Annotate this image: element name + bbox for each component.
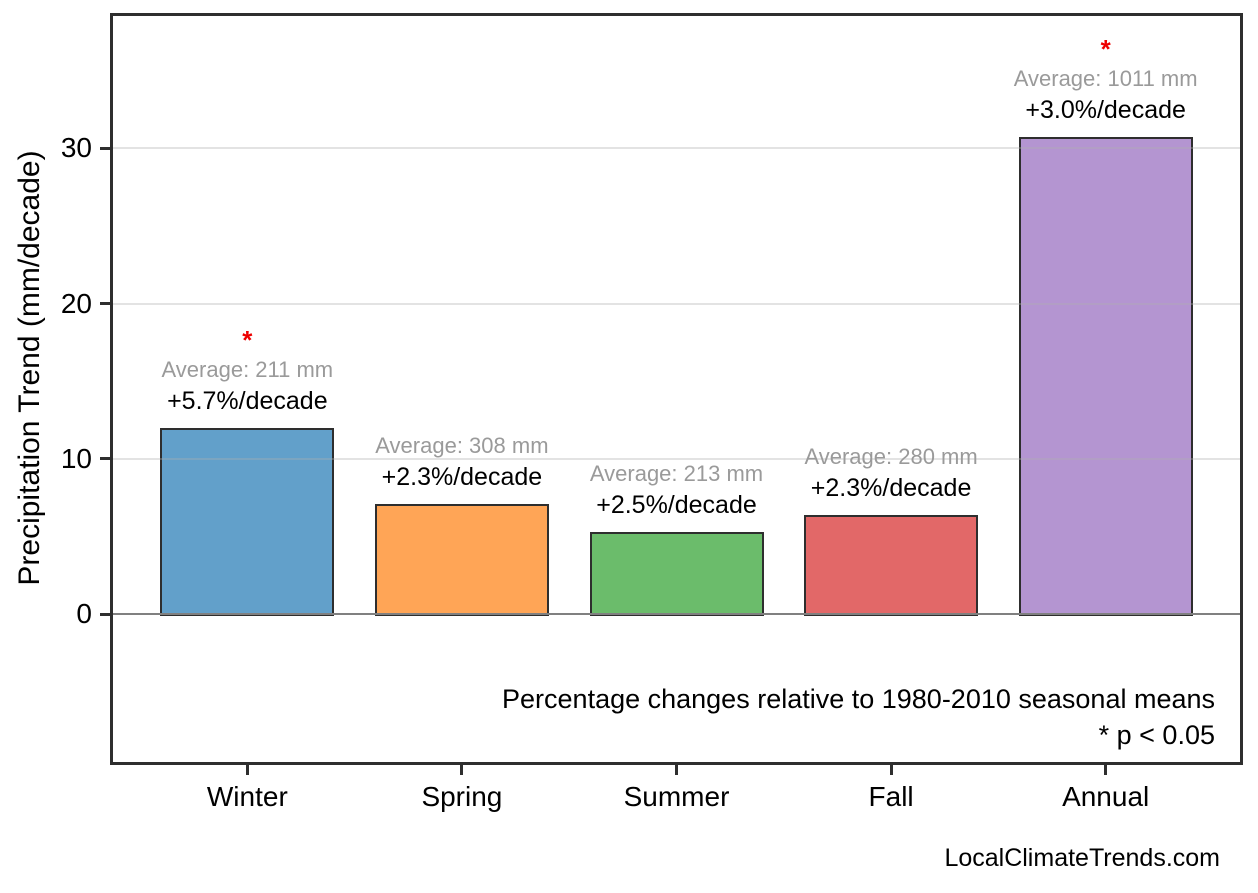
percent-label: +2.3%/decade (381, 462, 543, 491)
y-tick-mark-20 (100, 302, 110, 306)
x-tick-mark-fall (889, 765, 893, 775)
y-tick-label-30: 30 (60, 132, 92, 164)
bar-summer (589, 531, 764, 617)
percent-label: +5.7%/decade (167, 386, 328, 415)
y-tick-mark-0 (100, 612, 110, 616)
x-tick-mark-summer (675, 765, 678, 775)
plot-note: Percentage changes relative to 1980-2010… (502, 681, 1215, 753)
x-tick-label-spring: Spring (421, 781, 503, 812)
zero-line (110, 613, 1243, 616)
note-line-2: * p < 0.05 (1098, 720, 1215, 750)
x-tick-label-summer: Summer (623, 781, 730, 812)
gridline-10 (110, 457, 1243, 460)
annotation-summer: Average: 213 mm +2.5%/decade (517, 459, 837, 522)
y-tick-label-0: 0 (76, 598, 92, 630)
y-tick-label-20: 20 (60, 287, 92, 319)
gridline-20 (110, 302, 1243, 305)
footer-watermark: LocalClimateTrends.com (944, 844, 1220, 872)
average-label: Average: 308 mm (375, 432, 549, 458)
y-tick-mark-30 (100, 146, 110, 150)
annotation-fall: Average: 280 mm +2.3%/decade (731, 442, 1051, 505)
x-tick-label-fall: Fall (868, 781, 914, 812)
significance-star: * (242, 324, 253, 355)
annotation-spring: Average: 308 mm +2.3%/decade (302, 431, 622, 494)
x-tick-mark-spring (460, 765, 464, 775)
y-tick-label-10: 10 (60, 442, 92, 474)
percent-label: +2.3%/decade (810, 473, 972, 502)
bar-winter (160, 427, 335, 617)
x-tick-label-annual: Annual (1062, 781, 1150, 812)
y-axis-title: Precipitation Trend (mm/decade) (13, 150, 46, 586)
average-label: Average: 211 mm (161, 356, 334, 382)
y-tick-mark-10 (100, 457, 110, 461)
bar-spring (374, 503, 549, 617)
percent-label: +2.5%/decade (596, 490, 757, 519)
gridline-30 (110, 147, 1243, 150)
x-tick-label-winter: Winter (206, 781, 288, 812)
average-label: Average: 1011 mm (1013, 66, 1198, 92)
annotation-annual: * Average: 1011 mm +3.0%/decade (946, 34, 1258, 127)
x-tick-mark-annual (1104, 765, 1108, 775)
x-tick-mark-winter (245, 765, 249, 775)
bar-fall (804, 514, 979, 617)
percent-label: +3.0%/decade (1025, 96, 1186, 125)
annotation-winter: * Average: 211 mm +5.7%/decade (87, 325, 407, 418)
significance-star: * (1100, 34, 1111, 65)
plot-area: * Average: 211 mm +5.7%/decade Average: 308… (110, 13, 1243, 765)
average-label: Average: 280 mm (804, 443, 978, 469)
note-line-1: Percentage changes relative to 1980-2010… (502, 684, 1215, 714)
average-label: Average: 213 mm (589, 460, 764, 486)
bar-annual (1018, 137, 1193, 617)
